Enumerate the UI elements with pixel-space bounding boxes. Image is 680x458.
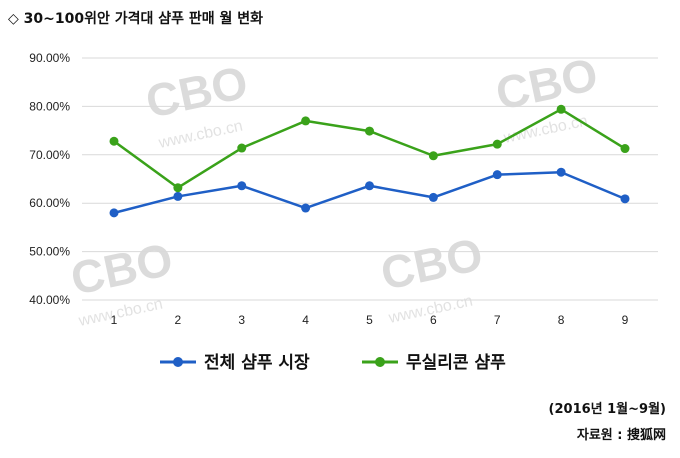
data-point [365, 126, 374, 136]
data-point [492, 170, 502, 180]
y-tick-label: 50.00% [29, 245, 70, 259]
y-tick-label: 80.00% [29, 99, 70, 113]
legend-marker [173, 357, 183, 367]
x-tick-label: 1 [111, 313, 118, 327]
data-point [428, 151, 438, 161]
period-note: (2016년 1월~9월) [548, 402, 666, 417]
data-point [556, 167, 566, 177]
x-tick-label: 8 [558, 313, 565, 327]
watermark-group: CBOwww.cbo.cnCBOwww.cbo.cnCBOwww.cbo.cnC… [66, 48, 602, 330]
y-tick-label: 90.00% [29, 51, 70, 65]
data-point [365, 181, 374, 191]
x-tick-label: 5 [366, 313, 373, 327]
data-point [109, 208, 119, 218]
data-point [301, 203, 311, 213]
x-tick-label: 9 [622, 313, 629, 327]
legend-label: 무실리콘 샴푸 [406, 353, 506, 373]
watermark-logo: CBO [376, 228, 487, 300]
x-tick-label: 6 [430, 313, 437, 327]
data-point [492, 139, 502, 149]
series-lines [109, 104, 630, 218]
data-point [237, 143, 247, 153]
data-point [109, 136, 119, 146]
data-point [620, 144, 630, 154]
data-point [556, 104, 566, 114]
source-note: 자료원 : 搜狐网 [576, 428, 666, 443]
y-axis-ticks: 40.00% 50.00% 60.00% 70.00% 80.00% 90.00% [29, 51, 70, 307]
x-tick-label: 3 [238, 313, 245, 327]
y-tick-label: 70.00% [29, 148, 70, 162]
data-point [237, 181, 247, 191]
data-point [428, 192, 438, 202]
chart-title: ◇ 30~100위안 가격대 샴푸 판매 월 변화 [8, 11, 264, 27]
watermark-logo: CBO [141, 56, 252, 128]
x-axis-ticks: 1 2 3 4 5 6 7 8 9 [111, 313, 629, 327]
legend-marker [375, 357, 385, 367]
x-tick-label: 7 [494, 313, 501, 327]
data-point [173, 183, 183, 193]
data-point [173, 191, 183, 201]
watermark-logo: CBO [66, 233, 177, 305]
data-point [620, 194, 630, 204]
y-tick-label: 40.00% [29, 293, 70, 307]
y-tick-label: 60.00% [29, 196, 70, 210]
legend: 전체 샴푸 시장 무실리콘 샴푸 [160, 353, 506, 373]
x-tick-label: 2 [175, 313, 182, 327]
data-point [301, 116, 311, 126]
x-tick-label: 4 [302, 313, 309, 327]
legend-label: 전체 샴푸 시장 [204, 353, 310, 373]
